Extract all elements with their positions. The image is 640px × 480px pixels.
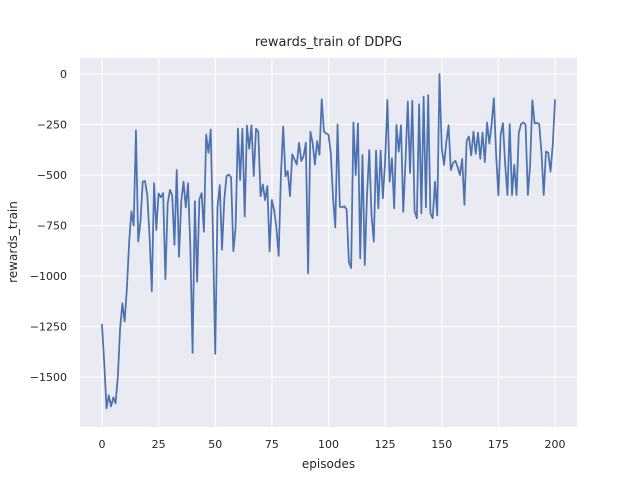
x-tick-label: 125 xyxy=(375,438,396,451)
y-tick-label: −750 xyxy=(37,220,67,233)
x-tick-label: 50 xyxy=(208,438,222,451)
x-tick-label: 100 xyxy=(318,438,339,451)
y-axis-label: rewards_train xyxy=(6,201,20,283)
y-tick-label: −1000 xyxy=(30,270,67,283)
y-tick-label: −1500 xyxy=(30,371,67,384)
y-tick-label: −250 xyxy=(37,118,67,131)
y-tick-label: 0 xyxy=(60,68,67,81)
y-tick-label: −1250 xyxy=(30,321,67,334)
x-tick-label: 175 xyxy=(488,438,509,451)
x-tick-label: 25 xyxy=(152,438,166,451)
series-line xyxy=(101,73,556,410)
x-tick-label: 150 xyxy=(431,438,452,451)
y-tick-label: −500 xyxy=(37,169,67,182)
x-tick-label: 200 xyxy=(545,438,566,451)
x-axis-label: episodes xyxy=(301,457,356,471)
chart-title: rewards_train of DDPG xyxy=(254,35,403,50)
x-tick-label: 0 xyxy=(98,438,105,451)
x-tick-label: 75 xyxy=(265,438,279,451)
